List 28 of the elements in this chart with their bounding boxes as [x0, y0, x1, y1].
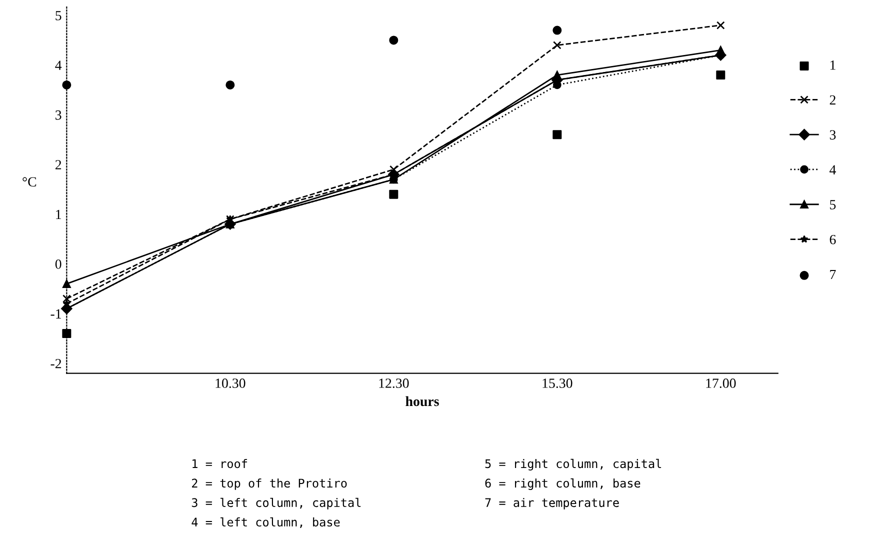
legend-label: 6: [830, 234, 836, 244]
y-tick-label: 4: [55, 60, 62, 70]
y-tick-label: -1: [50, 309, 61, 318]
text: 5 = right column, capital: [485, 458, 662, 470]
y-tick-label: 5: [56, 11, 62, 20]
y-axis-title: °C: [22, 177, 36, 187]
text: 3 = left column, capital: [192, 498, 361, 510]
x-tick-label: 12.30: [379, 378, 409, 388]
legend-label: 1: [830, 60, 836, 70]
x-tick-label: 10.30: [216, 378, 246, 388]
legend-label: 3: [830, 130, 836, 140]
text: 2 = top of the Protiro: [192, 478, 347, 490]
text: 4 = left column, base: [192, 517, 340, 528]
y-tick-label: 3: [56, 110, 62, 120]
legend-label: 2: [830, 95, 836, 105]
y-tick-label: -2: [50, 358, 62, 368]
legend-label: 7: [830, 270, 836, 280]
x-axis-title: hours: [406, 396, 439, 406]
x-tick-label: 15.30: [542, 378, 572, 388]
legend-label: 4: [830, 165, 836, 174]
y-tick-label: 0: [55, 260, 62, 269]
legend-label: 5: [830, 200, 836, 210]
text: 7 = air temperature: [485, 498, 619, 510]
y-tick-label: 2: [55, 160, 62, 170]
text: 6 = right column, base: [485, 478, 640, 490]
text: 1 = roof: [192, 458, 248, 468]
y-tick-label: 1: [56, 210, 61, 220]
x-tick-label: 17.00: [706, 378, 736, 388]
